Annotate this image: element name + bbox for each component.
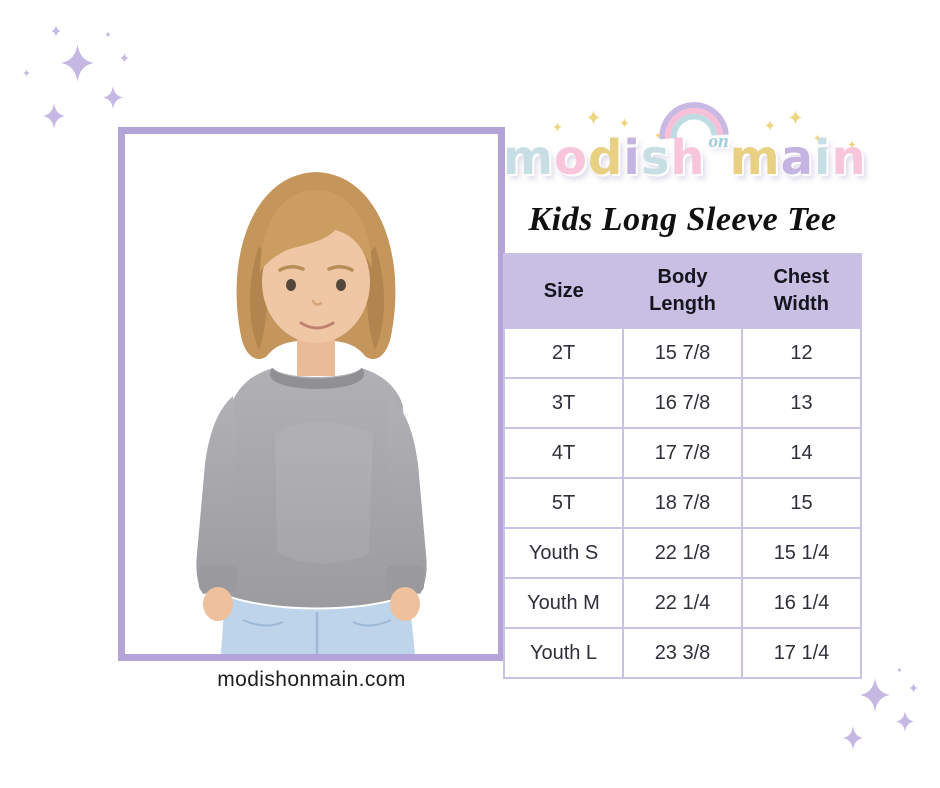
- brand-logo: modish onmain: [503, 100, 866, 197]
- table-row: Youth S 22 1/8 15 1/4: [503, 527, 862, 579]
- size-chart-table: Size Body Length Chest Width 2T 15 7/8 12 3T 1…: [503, 253, 862, 679]
- table-row: 2T 15 7/8 12: [503, 327, 862, 379]
- table-row: Youth L 23 3/8 17 1/4: [503, 627, 862, 679]
- rainbow-icon: [658, 102, 729, 140]
- logo-letter: n: [831, 130, 867, 186]
- logo-letter: o: [554, 130, 588, 186]
- column-header: Body Length: [622, 253, 743, 329]
- table-cell: 12: [741, 327, 862, 379]
- table-cell: 4T: [503, 427, 624, 479]
- table-cell: 14: [741, 427, 862, 479]
- logo-letter: m: [729, 130, 781, 186]
- table-cell: 17 7/8: [622, 427, 743, 479]
- logo-word-modish: modish: [503, 130, 706, 186]
- logo-word-main: main: [730, 130, 867, 186]
- table-row: Youth M 22 1/4 16 1/4: [503, 577, 862, 629]
- table-cell: 23 3/8: [622, 627, 743, 679]
- logo-letter: i: [623, 130, 641, 186]
- logo-letter: h: [670, 130, 706, 186]
- sparkle-cluster-top-left: [23, 25, 129, 129]
- logo-letter: d: [588, 130, 624, 186]
- logo-on-label: on: [708, 131, 729, 152]
- table-cell: 16 7/8: [622, 377, 743, 429]
- table-header-row: Size Body Length Chest Width: [503, 253, 862, 329]
- column-header: Chest Width: [741, 253, 862, 329]
- table-row: 4T 17 7/8 14: [503, 427, 862, 479]
- sparkle-icon: [843, 667, 918, 750]
- column-header: Size: [503, 253, 624, 329]
- table-cell: 15: [741, 477, 862, 529]
- product-photo-frame: [118, 127, 505, 661]
- logo-letter: s: [640, 130, 671, 186]
- logo-letter: i: [814, 130, 832, 186]
- table-cell: Youth L: [503, 627, 624, 679]
- table-cell: 15 1/4: [741, 527, 862, 579]
- table-cell: Youth M: [503, 577, 624, 629]
- table-cell: 18 7/8: [622, 477, 743, 529]
- table-body: 2T 15 7/8 12 3T 16 7/8 13 4T 17 7/8 14 5T 18 7/8 15…: [503, 327, 862, 679]
- table-cell: 2T: [503, 327, 624, 379]
- table-row: 3T 16 7/8 13: [503, 377, 862, 429]
- sparkle-icon: [23, 25, 129, 129]
- product-title: Kids Long Sleeve Tee: [528, 201, 837, 238]
- table-cell: 5T: [503, 477, 624, 529]
- website-url: modishonmain.com: [217, 668, 406, 691]
- table-cell: 22 1/4: [622, 577, 743, 629]
- table-row: 5T 18 7/8 15: [503, 477, 862, 529]
- brand-header: modish onmain Kids Long Sleeve Tee: [503, 100, 866, 239]
- table-cell: 13: [741, 377, 862, 429]
- logo-letter: a: [780, 130, 815, 186]
- table-cell: 22 1/8: [622, 527, 743, 579]
- table-cell: 15 7/8: [622, 327, 743, 379]
- table-cell: 3T: [503, 377, 624, 429]
- logo-letter: m: [503, 130, 555, 186]
- child-model-photo: [196, 172, 427, 654]
- table-cell: 16 1/4: [741, 577, 862, 629]
- table-cell: Youth S: [503, 527, 624, 579]
- table-cell: 17 1/4: [741, 627, 862, 679]
- table-header: Size Body Length Chest Width: [503, 253, 862, 329]
